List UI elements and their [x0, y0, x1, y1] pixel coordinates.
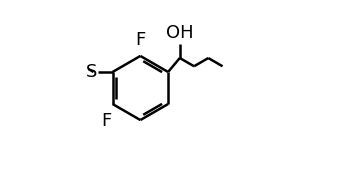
Text: S: S: [86, 63, 97, 81]
Text: OH: OH: [166, 24, 194, 42]
Text: F: F: [135, 31, 146, 49]
Text: F: F: [102, 112, 112, 130]
